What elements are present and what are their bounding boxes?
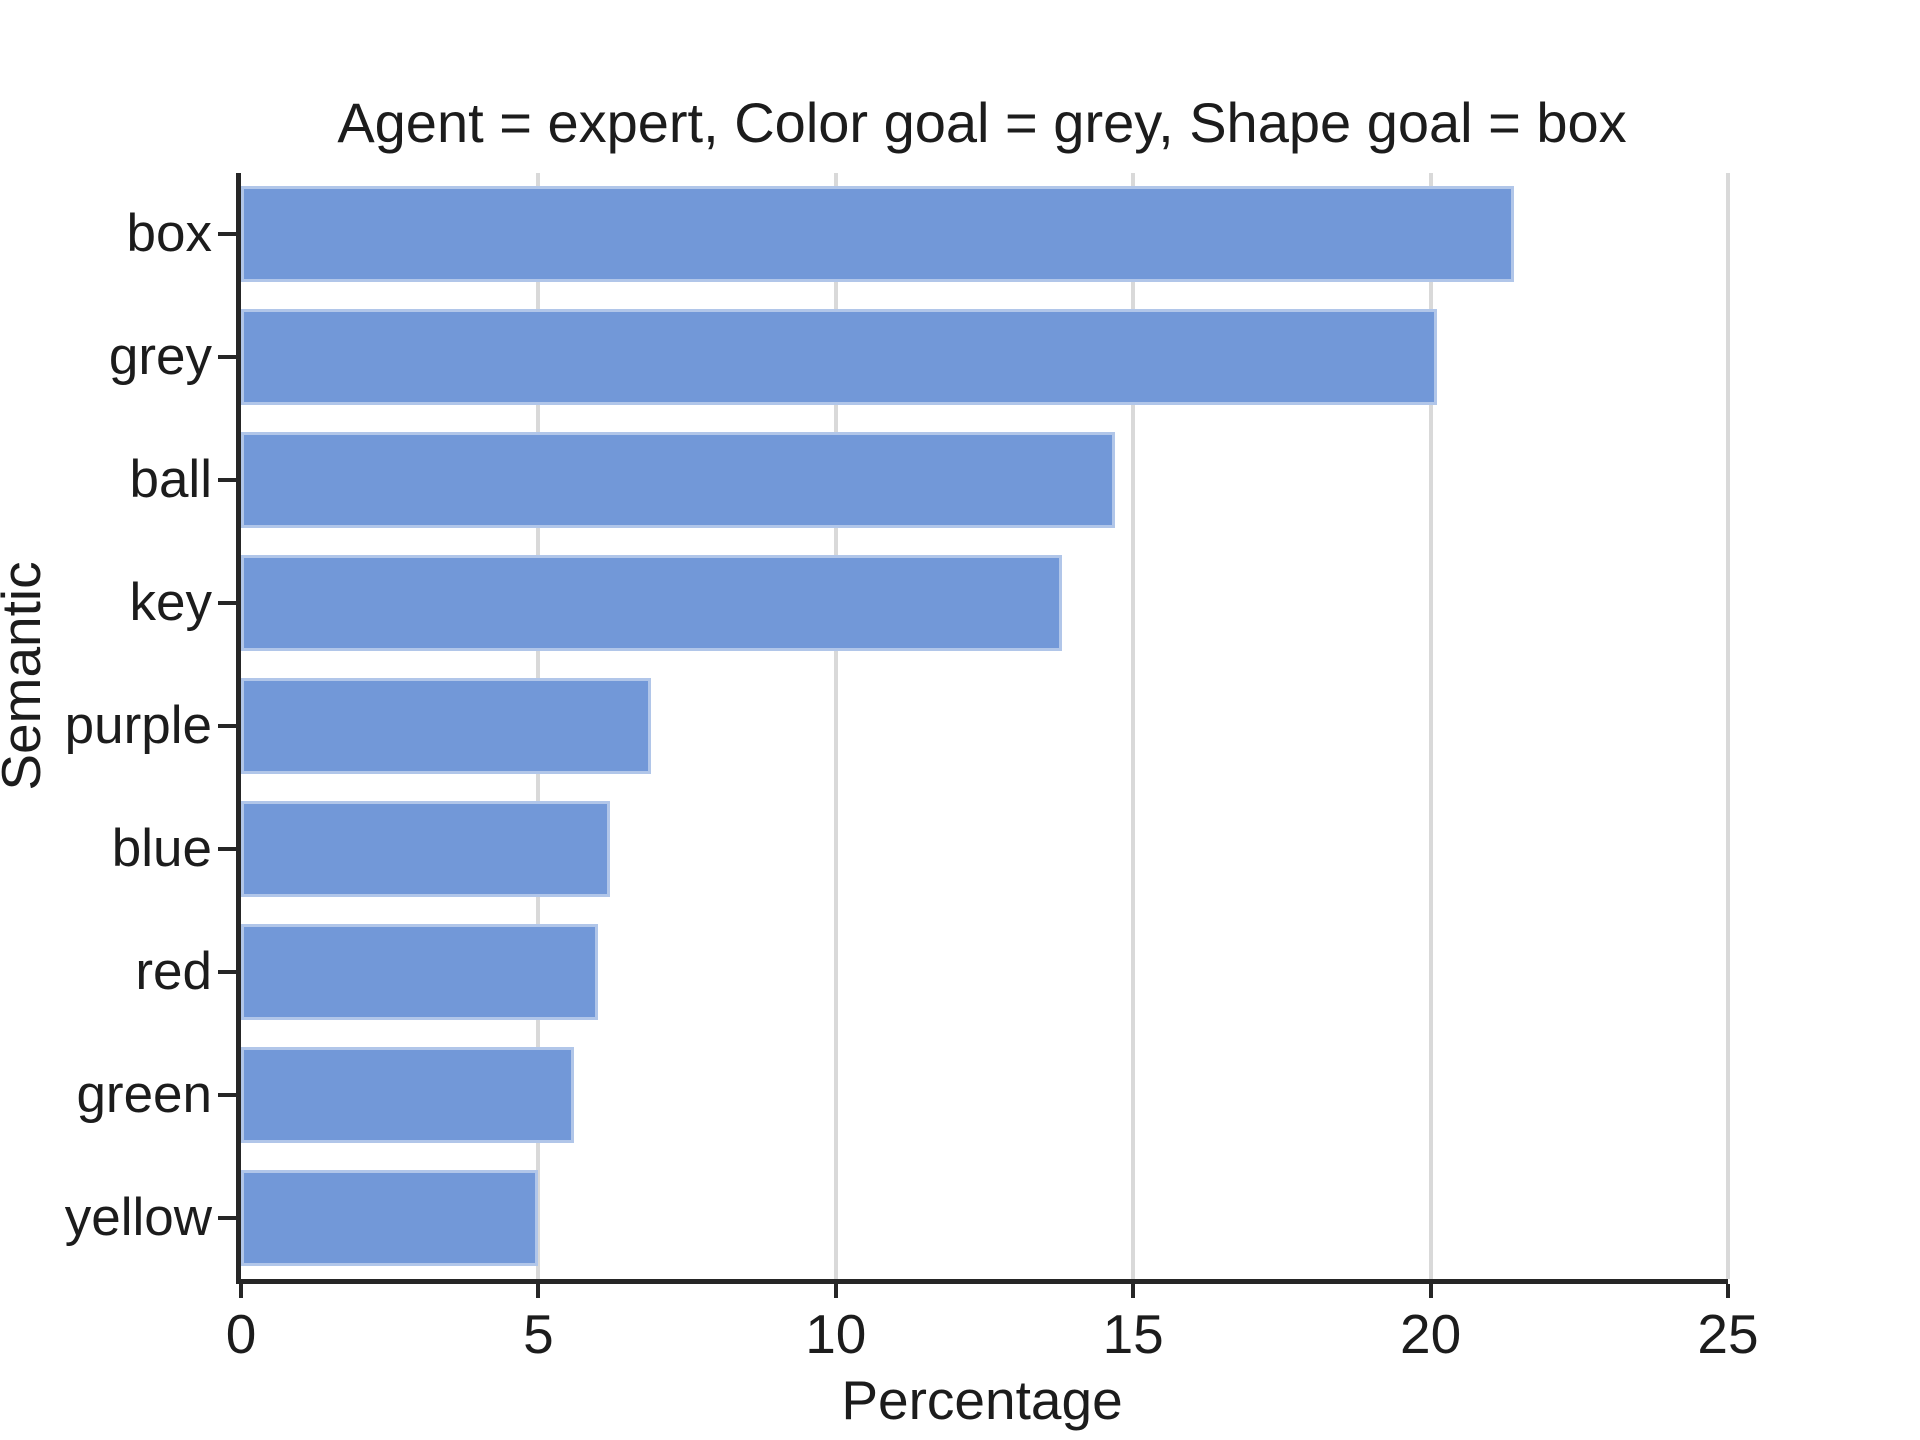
y-tick-label-ball: ball (129, 450, 212, 510)
x-tick-label-5: 5 (523, 1303, 554, 1365)
y-tick-mark-green (218, 1092, 236, 1097)
y-tick-label-box: box (126, 204, 212, 264)
x-tick-mark-10 (833, 1284, 838, 1298)
y-tick-label-yellow: yellow (64, 1187, 212, 1247)
x-tick-label-15: 15 (1102, 1303, 1164, 1365)
y-tick-mark-grey (218, 355, 236, 360)
bar-box (241, 186, 1514, 283)
bar-blue (241, 800, 610, 897)
bar-purple (241, 678, 652, 774)
bar-ball (241, 432, 1116, 529)
y-tick-mark-red (218, 969, 236, 974)
gridline-15 (1131, 173, 1136, 1279)
x-tick-mark-20 (1428, 1284, 1433, 1298)
y-tick-label-purple: purple (64, 696, 212, 755)
x-tick-label-20: 20 (1400, 1303, 1462, 1365)
bar-green (241, 1046, 575, 1143)
bar-key (241, 555, 1062, 652)
x-tick-label-25: 25 (1697, 1303, 1759, 1365)
chart-title: Agent = expert, Color goal = grey, Shape… (337, 91, 1627, 154)
gridline-25 (1726, 173, 1730, 1279)
y-tick-mark-ball (218, 478, 236, 483)
y-tick-mark-blue (218, 846, 236, 851)
y-tick-mark-box (218, 232, 236, 237)
y-tick-label-blue: blue (111, 818, 212, 878)
bar-grey (241, 309, 1437, 406)
bar-red (241, 923, 598, 1020)
y-tick-label-grey: grey (108, 327, 212, 387)
y-tick-mark-purple (218, 724, 236, 728)
x-tick-mark-15 (1131, 1284, 1136, 1298)
x-tick-mark-25 (1726, 1284, 1730, 1298)
y-tick-mark-key (218, 601, 236, 606)
y-tick-label-green: green (76, 1064, 212, 1124)
bar-yellow (241, 1169, 539, 1266)
x-axis-label: Percentage (841, 1369, 1123, 1431)
x-tick-label-10: 10 (805, 1303, 867, 1365)
y-tick-mark-yellow (218, 1215, 236, 1220)
gridline-10 (833, 173, 838, 1279)
x-tick-mark-5 (536, 1284, 541, 1298)
y-tick-label-key: key (129, 573, 212, 633)
gridline-20 (1428, 173, 1433, 1279)
plot-area (236, 173, 1730, 1284)
x-tick-mark-0 (239, 1284, 243, 1298)
x-tick-label-0: 0 (225, 1303, 257, 1365)
y-tick-label-red: red (135, 941, 212, 1001)
